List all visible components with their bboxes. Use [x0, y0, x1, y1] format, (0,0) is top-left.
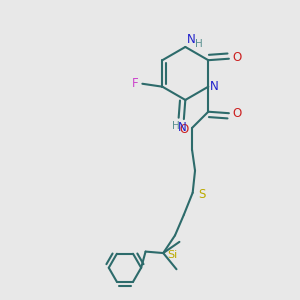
Text: N: N: [187, 33, 196, 46]
Text: Si: Si: [168, 250, 178, 260]
Text: F: F: [132, 77, 139, 90]
Text: H: H: [195, 39, 203, 49]
Text: O: O: [179, 124, 188, 136]
Text: O: O: [233, 107, 242, 120]
Text: H: H: [172, 121, 180, 131]
Text: N: N: [178, 121, 187, 134]
Text: N: N: [210, 80, 218, 93]
Text: O: O: [233, 51, 242, 64]
Text: S: S: [198, 188, 206, 201]
